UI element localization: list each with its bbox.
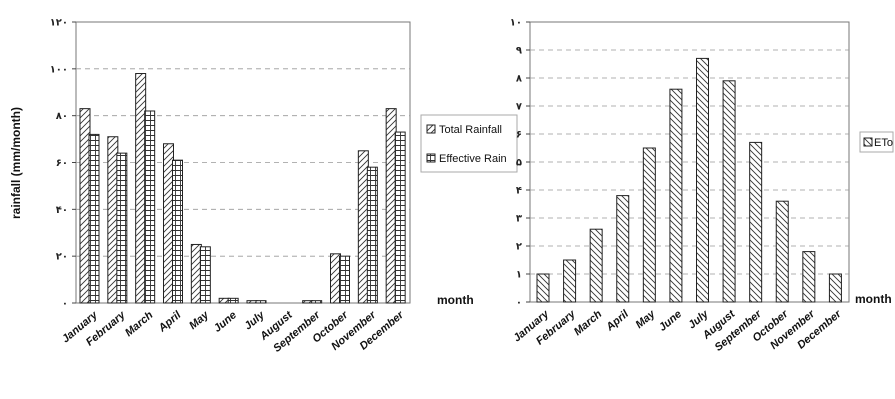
y-tick-label: ۸ [516,74,522,85]
x-tick-label-march: March [123,309,156,339]
bar-eto-may [642,147,656,303]
x-axis-label: month [437,293,474,307]
bar-eto-december [828,273,842,303]
y-tick-label: ۰ [516,298,522,309]
y-tick-label: ۷ [516,102,522,113]
bar-effective-rain-july [255,300,267,304]
x-tick-label-may: May [187,309,212,333]
legend: Total Rainfall Effective Rain [420,114,518,173]
bar-effective-rain-january [88,133,100,304]
bar-eto-august [722,80,736,303]
bar-effective-rain-december [394,131,406,304]
y-tick-label: ۱۰ [510,18,522,29]
bar-effective-rain-march [144,110,156,304]
legend-swatch-effective-rain [426,153,436,163]
bar-effective-rain-october [339,255,350,304]
legend-box [420,114,518,173]
legend-label-effective-rain: Effective Rain [439,153,507,165]
bar-eto-july [696,57,709,303]
bar-effective-rain-february [116,152,128,304]
bar-eto-april [616,195,630,303]
x-tick-label-april: April [603,308,631,335]
y-tick-label: ۲ [516,242,522,253]
y-tick-label: ۱۰۰ [50,64,68,75]
bar-effective-rain-april [172,159,183,304]
x-tick-label-june: June [212,309,239,335]
bar-eto-june [669,88,683,303]
y-tick-label: ۴ [516,186,522,197]
bar-effective-rain-november [366,166,378,304]
y-tick-label: ۱ [516,270,522,281]
legend-box [859,131,894,153]
legend-label-eto: ETo [874,137,893,149]
x-tick-label-march: March [572,308,605,338]
bar-eto-september [749,141,763,303]
bar-eto-january [536,273,550,303]
y-tick-label: ۰ [62,299,68,310]
legend: ETo [859,131,894,153]
y-tick-label: ۲۰ [56,252,68,263]
bar-eto-november [802,251,816,303]
y-tick-label: ۶۰ [56,158,68,169]
bar-eto-march [589,228,603,303]
bar-effective-rain-may [199,246,211,304]
x-tick-label-april: April [156,309,184,336]
y-tick-label: ۹ [516,46,522,57]
y-tick-label: ۱۲۰ [50,18,68,29]
x-axis-label: month [855,292,892,306]
x-tick-label-june: June [657,308,684,334]
x-tick-label-may: May [633,308,658,332]
bar-effective-rain-september [311,300,323,304]
legend-swatch-total-rainfall [426,124,436,134]
y-tick-label: ۳ [516,214,522,225]
bar-effective-rain-june [227,297,239,304]
y-tick-label: ۸۰ [56,111,68,122]
legend-label-total-rainfall: Total Rainfall [439,124,502,136]
bar-eto-february [563,259,577,303]
y-tick-label: ۴۰ [56,205,68,216]
bar-eto-october [775,200,789,303]
legend-swatch-eto [863,137,873,147]
y-tick-label: ۶ [516,130,522,141]
y-axis-label: rainfall (mm/month) [9,107,23,219]
y-tick-label: ۵ [516,158,522,169]
